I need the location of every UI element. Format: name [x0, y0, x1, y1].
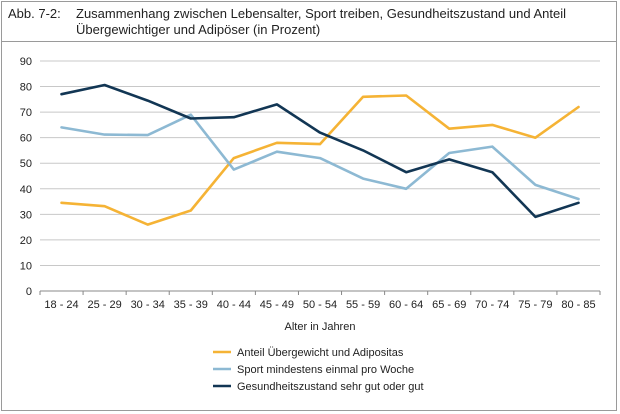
- x-tick-label: 25 - 29: [87, 299, 121, 311]
- x-axis-ticks: 18 - 24 25 - 29 30 - 34 35 - 39 40 - 44 45 - …: [39, 291, 601, 311]
- x-tick-label: 70 - 74: [475, 299, 509, 311]
- y-tick-label: 40: [20, 184, 32, 196]
- legend-label: Gesundheitszustand sehr gut oder gut: [237, 381, 424, 393]
- y-axis-ticks: 0 10 20 30 40 50 60 70 80 90: [20, 56, 32, 298]
- y-tick-label: 20: [20, 235, 32, 247]
- series-line-3: [60, 83, 580, 219]
- x-tick-label: 55 - 59: [346, 299, 380, 311]
- y-tick-label: 10: [20, 260, 32, 272]
- series-lines: [60, 83, 580, 226]
- y-tick-label: 60: [20, 133, 32, 145]
- legend: Anteil Übergewicht und Adipositas Sport m…: [213, 347, 424, 393]
- x-tick-label: 75 - 79: [518, 299, 552, 311]
- gridlines: [40, 60, 600, 266]
- x-tick-label: 45 - 49: [260, 299, 294, 311]
- x-tick-label: 18 - 24: [44, 299, 78, 311]
- y-tick-label: 70: [20, 107, 32, 119]
- chart-title-line-2: Übergewichtiger und Adipöser (in Prozent…: [76, 22, 321, 37]
- y-tick-label: 30: [20, 209, 32, 221]
- chart-title-line-1: Zusammenhang zwischen Lebensalter, Sport…: [76, 6, 566, 21]
- series-line-2: [60, 113, 580, 201]
- x-axis-title: Alter in Jahren: [285, 321, 356, 333]
- series-line-1: [60, 94, 580, 226]
- y-tick-label: 0: [26, 286, 32, 298]
- figure-label: Abb. 7-2:: [8, 6, 61, 21]
- x-tick-label: 40 - 44: [217, 299, 251, 311]
- legend-label: Anteil Übergewicht und Adipositas: [237, 347, 404, 359]
- y-tick-label: 90: [20, 56, 32, 68]
- x-tick-label: 80 - 85: [561, 299, 595, 311]
- x-tick-label: 30 - 34: [131, 299, 165, 311]
- x-tick-label: 65 - 69: [432, 299, 466, 311]
- chart-title: Zusammenhang zwischen Lebensalter, Sport…: [76, 6, 596, 38]
- y-tick-label: 50: [20, 158, 32, 170]
- legend-label: Sport mindestens einmal pro Woche: [237, 364, 414, 376]
- x-tick-label: 60 - 64: [389, 299, 423, 311]
- title-box: Abb. 7-2: Zusammenhang zwischen Lebensal…: [2, 2, 616, 42]
- x-tick-label: 50 - 54: [303, 299, 337, 311]
- x-tick-label: 35 - 39: [174, 299, 208, 311]
- y-tick-label: 80: [20, 82, 32, 94]
